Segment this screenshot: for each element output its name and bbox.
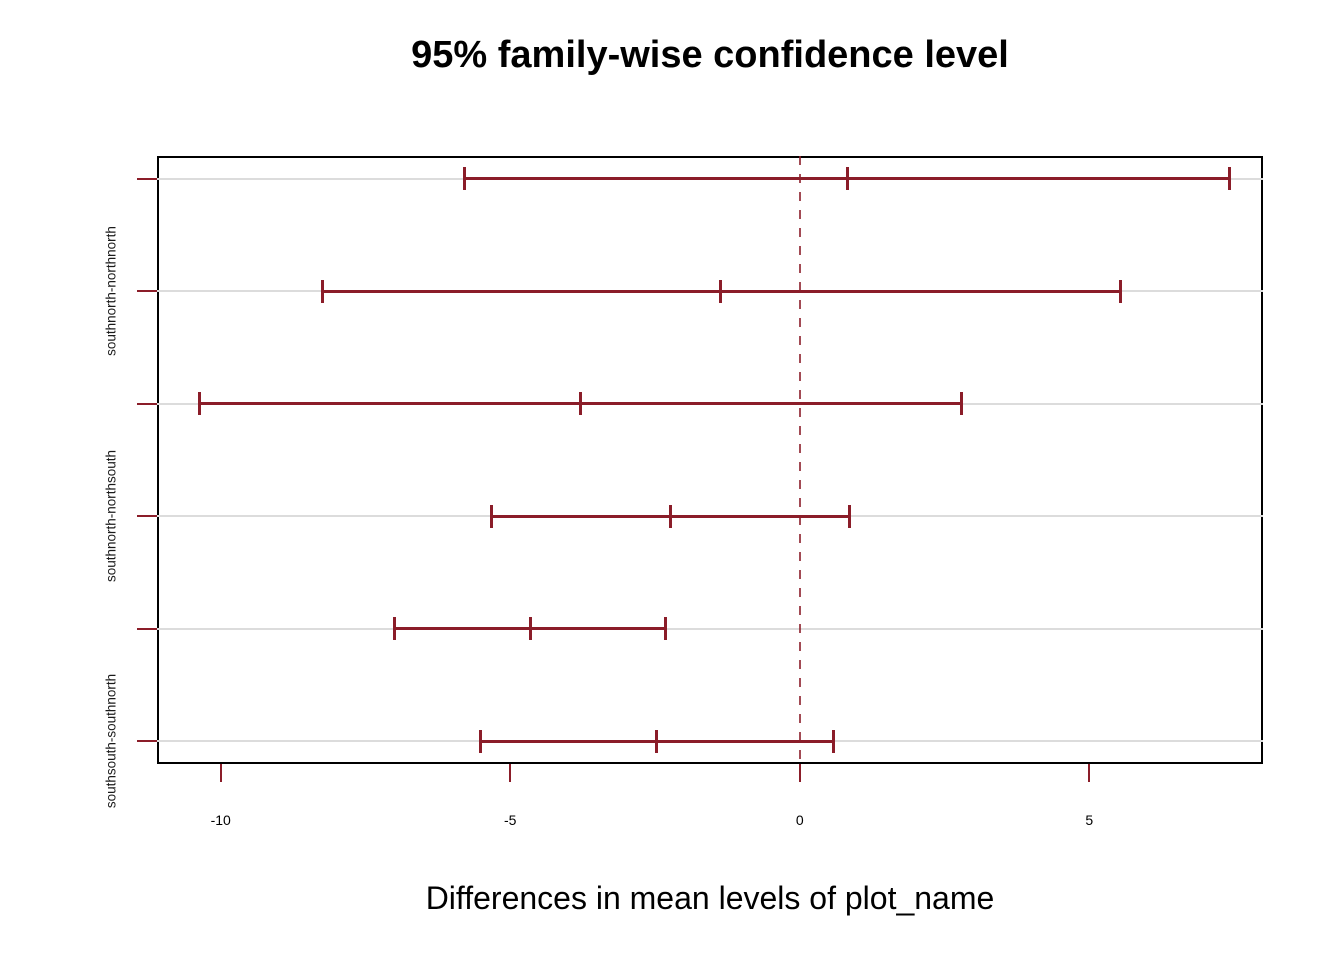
x-axis-title: Differences in mean levels of plot_name xyxy=(425,880,995,916)
interval-cap-center xyxy=(655,729,659,753)
chart-title: 95% family-wise confidence level xyxy=(411,34,1009,76)
x-axis-tick-label: 5 xyxy=(1085,812,1094,828)
interval-cap-upper xyxy=(832,729,836,753)
interval-cap-upper xyxy=(848,504,852,528)
interval-cap-upper xyxy=(960,392,964,416)
x-axis-tick-label: -5 xyxy=(503,812,517,828)
x-axis-tick xyxy=(219,764,222,782)
interval-cap-center xyxy=(669,504,673,528)
y-axis-tick xyxy=(137,740,157,743)
interval-cap-center xyxy=(528,617,532,641)
y-axis-tick xyxy=(137,290,157,293)
plot-box xyxy=(157,156,1263,764)
x-axis-tick xyxy=(1088,764,1091,782)
y-axis-label: southnorth-northnorth xyxy=(103,226,119,357)
interval-cap-upper xyxy=(664,617,668,641)
y-axis-tick xyxy=(137,402,157,405)
interval-cap-center xyxy=(579,392,583,416)
interval-cap-lower xyxy=(197,392,201,416)
x-axis-tick-label: -10 xyxy=(210,812,231,828)
x-axis-tick xyxy=(509,764,512,782)
x-axis-tick-label: 0 xyxy=(795,812,804,828)
interval-cap-lower xyxy=(490,504,494,528)
zero-reference-line xyxy=(798,156,801,764)
interval-cap-upper xyxy=(1119,279,1123,303)
y-axis-label: southnorth-northsouth xyxy=(103,450,119,583)
interval-cap-lower xyxy=(320,279,324,303)
x-axis-tick xyxy=(798,764,801,782)
y-axis-tick xyxy=(137,515,157,518)
interval-cap-lower xyxy=(462,167,466,191)
y-axis-tick xyxy=(137,177,157,180)
y-axis-tick xyxy=(137,627,157,630)
y-axis-label: southsouth-southnorth xyxy=(103,674,119,809)
row-gridline xyxy=(157,627,1263,630)
interval-cap-center xyxy=(718,279,722,303)
interval-cap-lower xyxy=(393,617,397,641)
interval-cap-lower xyxy=(478,729,482,753)
interval-cap-center xyxy=(846,167,850,191)
interval-cap-upper xyxy=(1228,167,1232,191)
